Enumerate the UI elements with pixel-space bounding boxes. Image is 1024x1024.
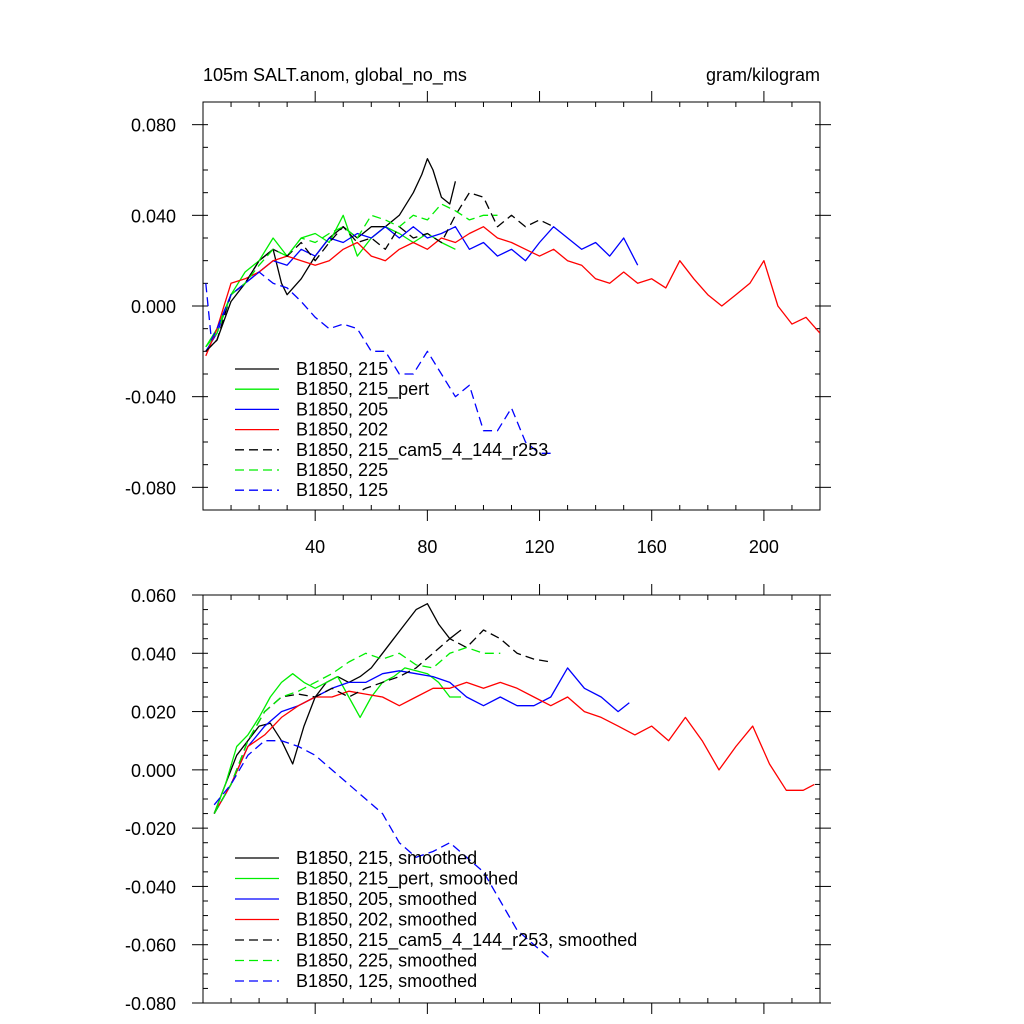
- y-tick-label: 0.040: [131, 644, 176, 664]
- y-tick-label: 0.060: [131, 586, 176, 606]
- chart-title: 105m SALT.anom, global_no_ms: [203, 65, 467, 86]
- series-line: [213, 646, 501, 814]
- x-tick-label: 80: [417, 537, 437, 557]
- y-tick-label: -0.080: [125, 994, 176, 1014]
- legend-label: B1850, 125: [296, 480, 388, 500]
- legend-label: B1850, 202: [296, 420, 388, 440]
- series-line: [205, 192, 554, 352]
- legend-label: B1850, 205, smoothed: [296, 889, 477, 909]
- series-line: [205, 158, 457, 352]
- bottom-panel: 0.060 0.040 0.020 0.000 -0.020 -0.040 -0.060 -0…: [125, 584, 831, 1014]
- y-tick-label: 0.080: [131, 116, 176, 136]
- legend-label: B1850, 225, smoothed: [296, 951, 477, 971]
- y-tick-label: -0.020: [125, 819, 176, 839]
- plot-area-bottom: 0.060 0.040 0.020 0.000 -0.020 -0.040 -0.060 -0…: [125, 584, 831, 1014]
- x-tick-label: 160: [637, 537, 667, 557]
- y-tick-label: -0.040: [125, 877, 176, 897]
- y-tick-label: 0.000: [131, 297, 176, 317]
- legend-label: B1850, 215, smoothed: [296, 848, 477, 868]
- series-group: [213, 603, 815, 960]
- y-tick-label: -0.060: [125, 936, 176, 956]
- legend-label: B1850, 205: [296, 399, 388, 419]
- legend-label: B1850, 225: [296, 460, 388, 480]
- series-line: [205, 203, 498, 348]
- series-line: [205, 226, 820, 357]
- legend-label: B1850, 215_pert, smoothed: [296, 869, 518, 890]
- x-tick-label: 200: [749, 537, 779, 557]
- legend-label: B1850, 215: [296, 359, 388, 379]
- legend-label: B1850, 215_cam5_4_144_r253, smoothed: [296, 930, 637, 951]
- y-tick-label: -0.040: [125, 388, 176, 408]
- plot-area-top: 40 80 120 160 200 0.080 0.040 0.000 -0.040 -0.080…: [125, 91, 831, 557]
- series-line: [205, 226, 639, 352]
- series-line: [213, 629, 551, 814]
- series-line: [213, 667, 630, 814]
- y-tick-label: -0.080: [125, 478, 176, 498]
- y-tick-label: 0.000: [131, 761, 176, 781]
- series-line: [205, 214, 456, 348]
- series-line: [213, 681, 815, 814]
- series-line: [213, 740, 552, 960]
- units-label: gram/kilogram: [706, 65, 820, 85]
- legend-label: B1850, 215_cam5_4_144_r253: [296, 440, 548, 461]
- x-tick-label: 40: [305, 537, 325, 557]
- legend-label: B1850, 202, smoothed: [296, 910, 477, 930]
- top-panel: 105m SALT.anom, global_no_ms gram/kilogr…: [125, 65, 831, 557]
- y-tick-label: 0.020: [131, 703, 176, 723]
- series-line: [213, 603, 462, 814]
- y-tick-label: 0.040: [131, 206, 176, 226]
- x-tick-label: 120: [525, 537, 555, 557]
- series-group: [205, 158, 820, 454]
- series-line: [213, 667, 461, 814]
- legend-label: B1850, 125, smoothed: [296, 971, 477, 991]
- series-line: [205, 271, 554, 454]
- legend-label: B1850, 215_pert: [296, 379, 429, 400]
